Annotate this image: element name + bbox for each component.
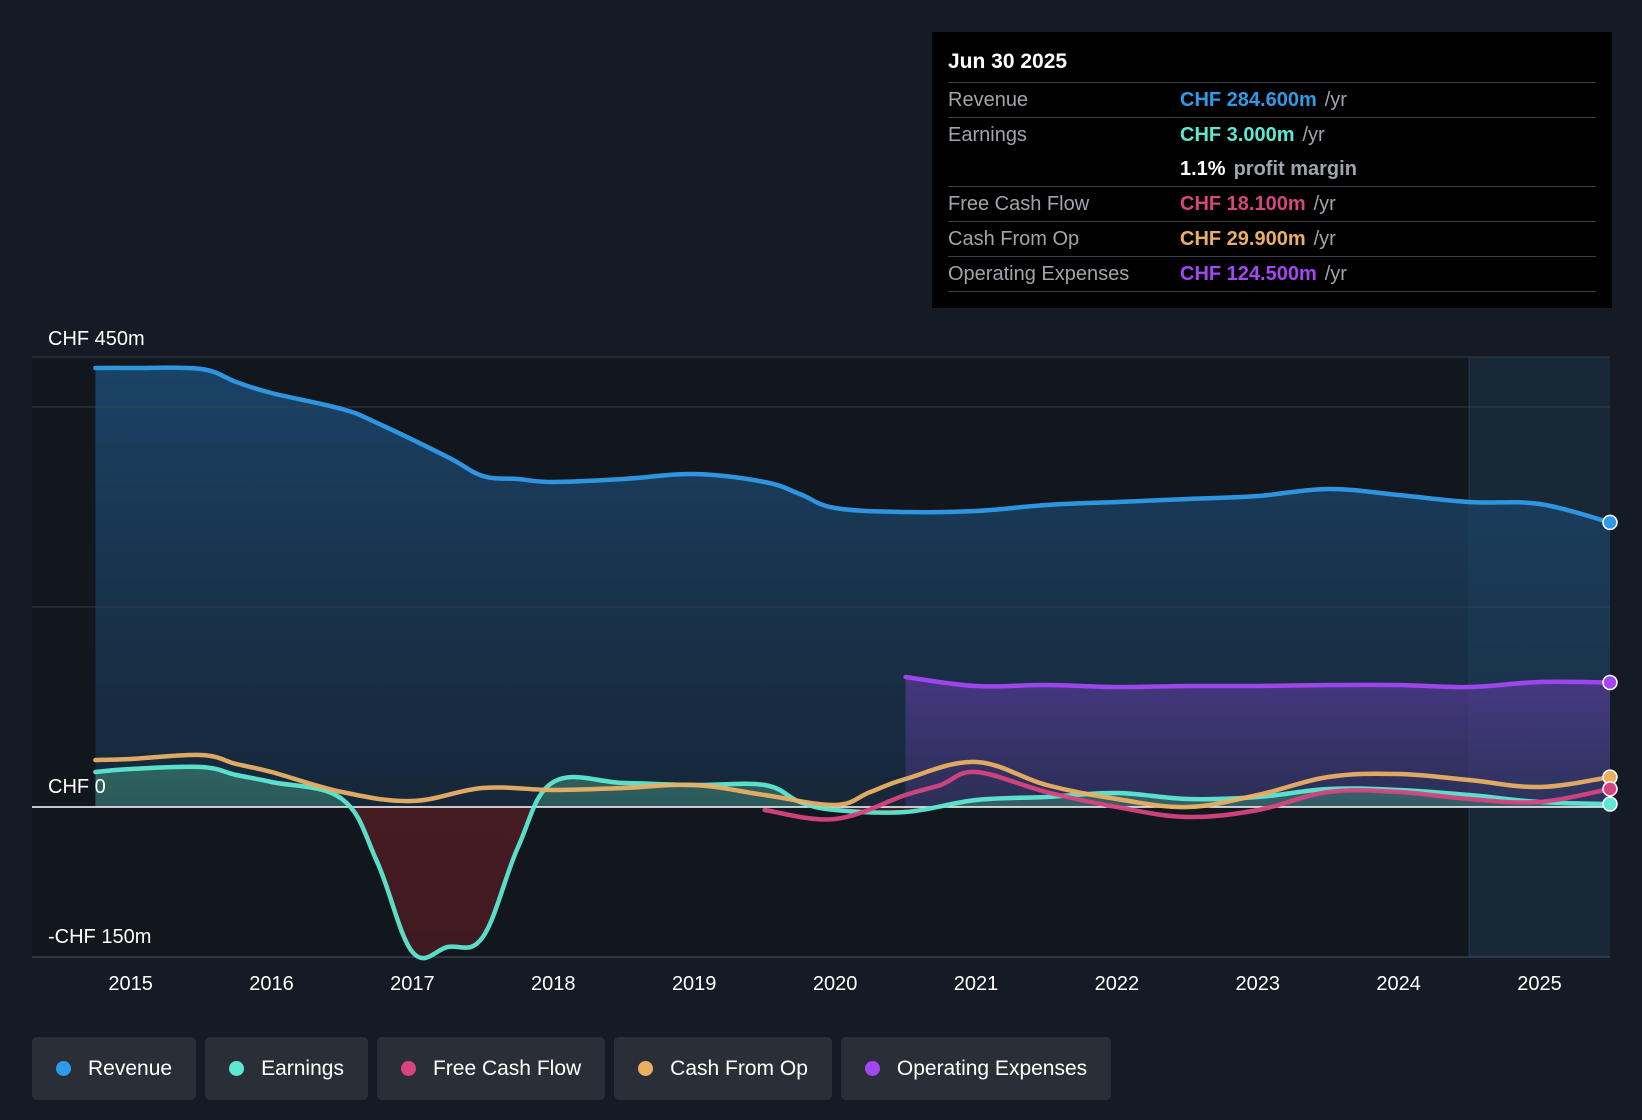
legend-dot-cash-from-op bbox=[638, 1061, 654, 1076]
operating-expenses-area bbox=[905, 677, 1610, 807]
gridlines bbox=[32, 356, 1610, 958]
x-tick-label: 2021 bbox=[954, 973, 999, 995]
legend-dot-operating-expenses bbox=[864, 1061, 880, 1076]
tooltip-value: CHF 18.100m bbox=[1180, 192, 1306, 215]
tooltip-unit: /yr bbox=[1324, 88, 1347, 111]
tooltip-label: Earnings bbox=[948, 123, 1027, 146]
tooltip-value: CHF 124.500m bbox=[1180, 262, 1317, 285]
x-tick-label: 2024 bbox=[1376, 973, 1421, 995]
revenue-end-dot bbox=[1602, 514, 1618, 531]
earnings-end-dot bbox=[1602, 796, 1618, 812]
tooltip-row-margin: 1.1% profit margin bbox=[948, 152, 1596, 187]
x-tick-label: 2022 bbox=[1095, 973, 1140, 995]
x-tick-label: 2023 bbox=[1236, 973, 1281, 995]
series-end-markers bbox=[1602, 514, 1618, 812]
free-cash-flow-end-dot bbox=[1602, 781, 1618, 797]
tooltip-value: CHF 3.000m bbox=[1180, 123, 1295, 146]
legend-item-operating-expenses[interactable]: Operating Expenses bbox=[840, 1037, 1112, 1100]
tooltip-row-opex: Operating Expenses CHF 124.500m /yr bbox=[948, 257, 1596, 292]
y-axis-label: CHF 450m bbox=[48, 328, 145, 350]
tooltip-label: Free Cash Flow bbox=[948, 192, 1090, 215]
tooltip: Jun 30 2025 Revenue CHF 284.600m /yr Ear… bbox=[932, 32, 1612, 308]
legend-dot-free-cash-flow bbox=[400, 1061, 416, 1076]
y-axis-label: -CHF 150m bbox=[48, 926, 151, 948]
tooltip-date: Jun 30 2025 bbox=[948, 46, 1596, 83]
x-tick-label: 2017 bbox=[390, 973, 435, 995]
tooltip-margin-value: 1.1% bbox=[1180, 157, 1226, 180]
tooltip-unit: /yr bbox=[1313, 227, 1336, 250]
revenue-line bbox=[93, 365, 1613, 525]
tooltip-label: Operating Expenses bbox=[948, 262, 1130, 285]
legend-item-free-cash-flow[interactable]: Free Cash Flow bbox=[376, 1037, 606, 1100]
tooltip-row-revenue: Revenue CHF 284.600m /yr bbox=[948, 83, 1596, 118]
operating-expenses-line bbox=[903, 674, 1613, 690]
legend-label: Earnings bbox=[261, 1056, 344, 1080]
legend-label: Revenue bbox=[88, 1056, 173, 1080]
cash-from-op-line bbox=[93, 752, 1613, 810]
legend-dot-earnings bbox=[229, 1061, 245, 1076]
legend-item-cash-from-op[interactable]: Cash From Op bbox=[614, 1037, 832, 1100]
tooltip-row-cfo: Cash From Op CHF 29.900m /yr bbox=[948, 222, 1596, 257]
tooltip-unit: /yr bbox=[1313, 192, 1336, 215]
legend-item-revenue[interactable]: Revenue bbox=[32, 1037, 197, 1100]
earnings-area-positive bbox=[95, 766, 1610, 807]
legend-dot-revenue bbox=[56, 1061, 71, 1076]
x-tick-label: 2018 bbox=[531, 973, 576, 995]
x-tick-label: 2025 bbox=[1517, 973, 1562, 995]
tooltip-margin-label: profit margin bbox=[1233, 157, 1357, 180]
series-lines bbox=[93, 365, 1613, 961]
tooltip-label: Cash From Op bbox=[948, 227, 1080, 250]
legend-label: Cash From Op bbox=[670, 1056, 808, 1080]
free-cash-flow-line bbox=[762, 769, 1613, 822]
earnings-line bbox=[93, 764, 1613, 961]
tooltip-label: Revenue bbox=[948, 88, 1029, 111]
legend-label: Free Cash Flow bbox=[432, 1056, 582, 1080]
x-tick-label: 2020 bbox=[813, 973, 858, 995]
earnings-area-negative bbox=[95, 807, 1610, 957]
legend: Revenue Earnings Free Cash Flow Cash Fro… bbox=[32, 1037, 1112, 1100]
tooltip-row-fcf: Free Cash Flow CHF 18.100m /yr bbox=[948, 187, 1596, 222]
operating-expenses-end-dot bbox=[1602, 674, 1618, 691]
axis-labels: CHF 450m CHF 0 -CHF 150m 2015 2016 2017 2018 20… bbox=[48, 328, 1562, 995]
x-tick-label: 2015 bbox=[108, 973, 153, 995]
tooltip-unit: /yr bbox=[1324, 262, 1347, 285]
tooltip-row-earnings: Earnings CHF 3.000m /yr bbox=[948, 118, 1596, 152]
tooltip-unit: /yr bbox=[1302, 123, 1325, 146]
y-axis-label: CHF 0 bbox=[48, 776, 106, 798]
x-tick-label: 2016 bbox=[249, 973, 294, 995]
tooltip-value: CHF 284.600m bbox=[1180, 88, 1317, 111]
tooltip-value: CHF 29.900m bbox=[1180, 227, 1306, 250]
legend-item-earnings[interactable]: Earnings bbox=[205, 1037, 368, 1100]
legend-label: Operating Expenses bbox=[896, 1056, 1088, 1080]
x-tick-label: 2019 bbox=[672, 973, 717, 995]
